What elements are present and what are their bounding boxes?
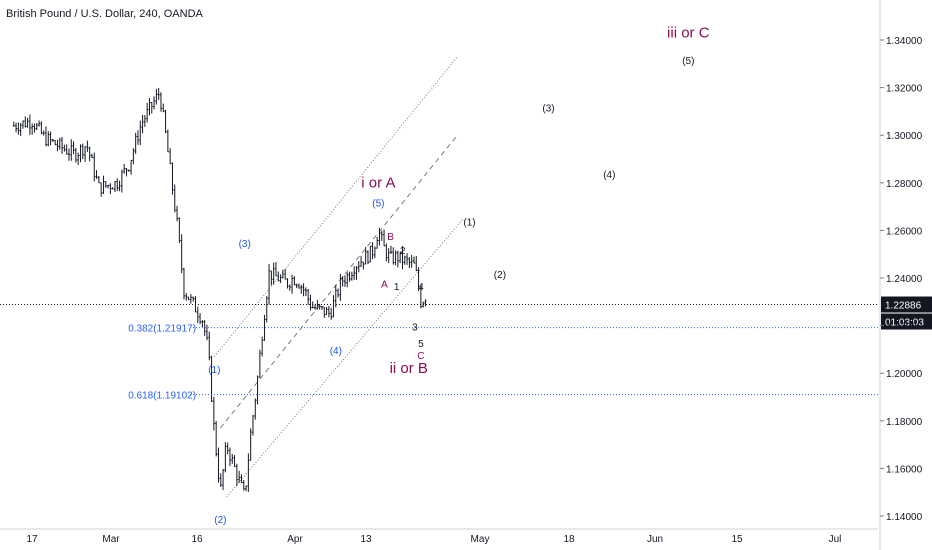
x-tick-label: 13 [360,534,372,545]
y-tick-label: 1.14000 [886,512,923,523]
fibonacci-levels: 0.382(1.21917) 0.618(1.19102) 1.22886 01:03… [0,296,932,402]
wave-label-corr-b: B [387,232,394,243]
x-tick-label: 16 [191,534,203,545]
wave-label-primary-down: ii or B [390,360,428,377]
wave-labels: (1) (2) (3) (4) (5) i or A ii or B iii or C A B C 1… [208,25,710,527]
wave-label-minor-2: 2 [400,246,406,257]
y-tick-label: 1.18000 [886,417,923,428]
x-tick-label: May [471,534,490,545]
y-tick-label: 1.28000 [886,179,923,190]
x-tick-label: Jun [647,534,663,545]
y-tick-label: 1.32000 [886,84,923,95]
last-price-value: 1.22886 [885,301,922,312]
fib-label: 0.618(1.19102) [128,391,196,402]
wave-label-corr-a: A [381,280,388,291]
last-price-tag [881,296,932,313]
y-tick-label: 1.26000 [886,226,923,237]
wave-label-minor-3: 3 [412,322,418,333]
candles [12,87,427,492]
price-channel [213,56,464,498]
countdown-tag [881,313,932,330]
y-tick-label: 1.20000 [886,369,923,380]
x-tick-label: 18 [563,534,575,545]
wave-label-minor-4: 4 [418,282,424,293]
wave-label-sub-1: (1) [208,365,220,376]
chart-title: British Pound / U.S. Dollar, 240, OANDA [6,8,203,20]
wave-label-sub-2: (2) [214,515,226,526]
x-tick-label: 17 [26,534,38,545]
wave-label-sub-5: (5) [372,199,384,210]
y-tick-label: 1.34000 [886,36,923,47]
wave-label-sub-3: (3) [239,239,251,250]
projection-label-2: (2) [494,270,506,281]
projection-label-1: (1) [463,218,475,229]
price-axis[interactable]: 1.34000 1.32000 1.30000 1.28000 1.26000 1.240… [879,0,923,550]
projection-label-5: (5) [682,56,694,67]
y-tick-label: 1.24000 [886,274,923,285]
projection-label-3: (3) [542,103,554,114]
y-tick-label: 1.16000 [886,464,923,475]
x-tick-label: Apr [287,534,303,545]
y-tick-label: 1.22000 [886,322,923,333]
x-tick-label: 15 [731,534,743,545]
wave-label-minor-5: 5 [418,339,424,350]
channel-line [213,56,458,357]
channel-line [226,218,464,498]
projection-label-4: (4) [603,170,615,181]
wave-label-corr-c: C [417,351,424,362]
time-axis[interactable]: 17 Mar 16 Apr 13 May 18 Jun 15 Jul [0,528,878,545]
x-tick-label: Jul [829,534,842,545]
wave-label-sub-4: (4) [330,346,342,357]
x-tick-label: Mar [102,534,120,545]
wave-label-primary-up: i or A [361,175,395,192]
y-tick-label: 1.30000 [886,131,923,142]
wave-label-minor-1: 1 [394,282,400,293]
wave-label-primary-future: iii or C [667,25,710,42]
fib-label: 0.382(1.21917) [128,324,196,335]
countdown-value: 01:03:03 [885,318,924,329]
